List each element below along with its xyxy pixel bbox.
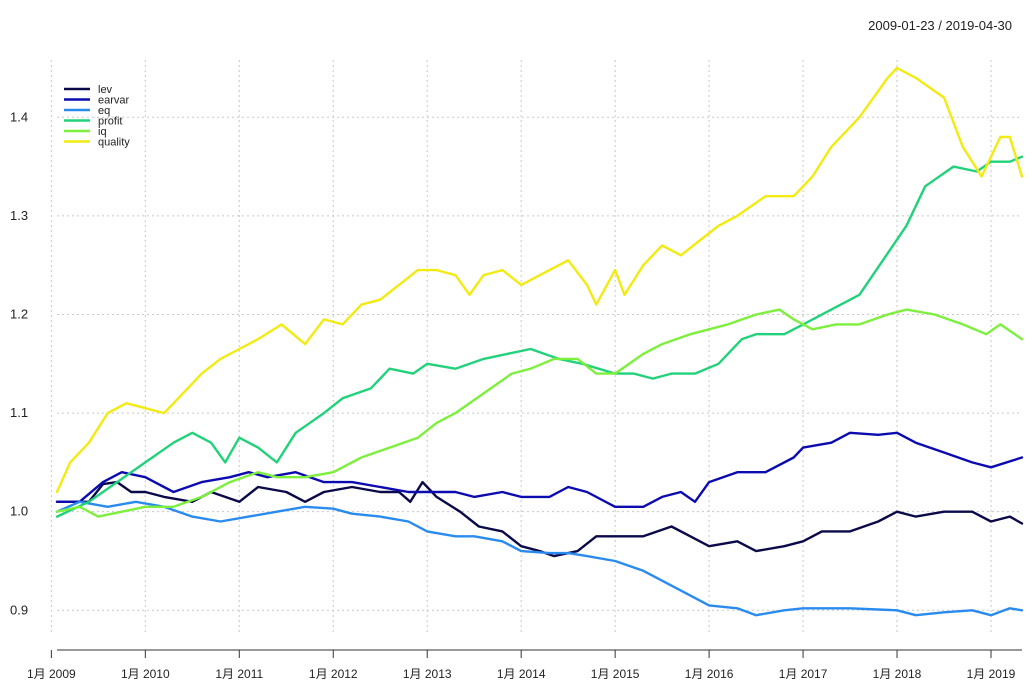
axes: 0.9 1.0 1.1 1.2 1.3 1.4 1月 2009 1月 2010 1月 2011 1…: [10, 109, 1022, 681]
y-tick-label: 0.9: [10, 602, 28, 617]
series-lines: [55, 66, 1024, 617]
legend-label-iq: iq: [98, 126, 107, 138]
x-tick-label: 1月 2013: [403, 667, 452, 681]
y-tick-label: 1.3: [10, 208, 28, 223]
legend-label-profit: profit: [98, 116, 122, 128]
x-tick-label: 1月 2015: [591, 667, 640, 681]
x-tick-label: 1月 2019: [967, 667, 1016, 681]
y-tick-label: 1.2: [10, 306, 28, 321]
series-line-quality: [55, 66, 1024, 494]
x-tick-label: 1月 2009: [27, 667, 76, 681]
legend-label-lev: lev: [98, 84, 113, 96]
legend-label-quality: quality: [98, 137, 130, 149]
legend-label-earvar: earvar: [98, 95, 130, 107]
series-line-profit: [55, 155, 1024, 518]
x-tick-label: 1月 2010: [121, 667, 170, 681]
period-label: 2009-01-23 / 2019-04-30: [868, 18, 1012, 33]
x-tick-label: 1月 2017: [779, 667, 828, 681]
y-tick-label: 1.0: [10, 504, 28, 519]
series-line-eq: [55, 500, 1024, 617]
x-tick-label: 1月 2014: [497, 667, 546, 681]
legend-label-eq: eq: [98, 105, 110, 117]
x-tick-label: 1月 2012: [309, 667, 358, 681]
x-tick-label: 1月 2011: [215, 667, 263, 681]
series-line-iq: [55, 308, 1024, 518]
x-tick-label: 1月 2016: [685, 667, 734, 681]
x-tick-label: 1月 2018: [873, 667, 922, 681]
grid-lines: [50, 60, 1022, 635]
y-tick-label: 1.4: [10, 109, 28, 124]
series-line-earvar: [55, 431, 1024, 508]
y-tick-label: 1.1: [10, 405, 28, 420]
